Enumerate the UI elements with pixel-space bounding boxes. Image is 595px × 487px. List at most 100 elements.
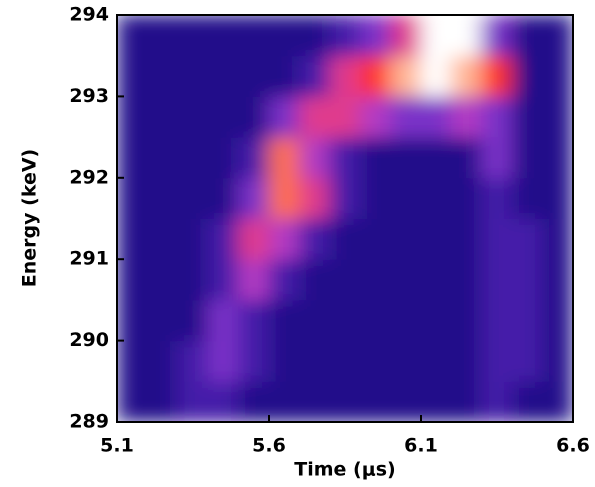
y-tick-label: 291 — [69, 248, 109, 270]
heatmap-cell — [298, 340, 331, 382]
heatmap-cell — [450, 95, 483, 138]
heatmap-cell — [542, 218, 573, 260]
y-tick-label: 289 — [69, 411, 109, 433]
heatmap-cell — [238, 15, 270, 57]
heatmap-cell — [329, 55, 361, 97]
heatmap-cell — [511, 340, 544, 382]
heatmap-cell — [390, 177, 422, 219]
axes: 5.1 5.6 6.1 6.6 289 290 291 292 293 294 — [69, 4, 590, 457]
y-tick-label: 290 — [69, 329, 109, 351]
heatmap-cell — [117, 218, 148, 260]
heatmap-cell — [359, 136, 392, 179]
heatmap-cell — [268, 136, 300, 179]
heatmap-cell — [238, 136, 270, 179]
heatmap-cell — [542, 380, 573, 422]
x-tick-label: 6.6 — [556, 435, 590, 457]
heatmap-cell — [117, 258, 148, 301]
heatmap-cell — [481, 380, 513, 422]
heatmap-cell — [298, 95, 331, 138]
heatmap-cell — [268, 177, 300, 219]
plot-frame — [116, 14, 574, 423]
heatmap-cell — [298, 177, 331, 219]
heatmap-cell — [390, 258, 422, 301]
heatmap-cell — [511, 299, 544, 342]
heatmap-cell — [542, 95, 573, 138]
heatmap-cell — [542, 15, 573, 57]
heatmap-cell — [238, 95, 270, 138]
heatmap-cell — [390, 15, 422, 57]
heatmap-cell — [298, 15, 331, 57]
y-tick-label: 294 — [69, 4, 109, 26]
heatmap-cell — [268, 218, 300, 260]
heatmap-cell — [117, 299, 148, 342]
heatmap-cell — [450, 258, 483, 301]
heatmap-cell — [359, 218, 392, 260]
heatmap-cell — [177, 218, 209, 260]
heatmap-cell — [390, 95, 422, 138]
heatmap — [117, 15, 573, 422]
heatmap-cell — [329, 258, 361, 301]
heatmap-cell — [238, 380, 270, 422]
heatmap-cell — [117, 340, 148, 382]
heatmap-cell — [390, 55, 422, 97]
heatmap-cell — [146, 258, 179, 301]
y-tick-label: 292 — [69, 166, 109, 188]
heatmap-cell — [238, 55, 270, 97]
heatmap-cell — [450, 299, 483, 342]
heatmap-cell — [420, 340, 452, 382]
heatmap-cell — [542, 299, 573, 342]
heatmap-cell — [177, 15, 209, 57]
heatmap-cell — [481, 95, 513, 138]
heatmap-cell — [177, 55, 209, 97]
heatmap-cell — [481, 340, 513, 382]
x-axis-title: Time (μs) — [294, 459, 395, 481]
heatmap-cell — [359, 55, 392, 97]
heatmap-cell — [207, 340, 240, 382]
heatmap-cell — [238, 218, 270, 260]
heatmap-cell — [207, 380, 240, 422]
heatmap-cell — [146, 15, 179, 57]
heatmap-cell — [177, 136, 209, 179]
heatmap-cell — [207, 95, 240, 138]
heatmap-cell — [511, 380, 544, 422]
heatmap-cell — [268, 95, 300, 138]
heatmap-cell — [177, 380, 209, 422]
y-axis-title: Energy (keV) — [19, 149, 41, 287]
x-tick-label: 5.6 — [252, 435, 286, 457]
heatmap-cell — [207, 177, 240, 219]
heatmap-cell — [298, 299, 331, 342]
heatmap-cell — [268, 299, 300, 342]
heatmap-cell — [481, 299, 513, 342]
heatmap-cell — [329, 380, 361, 422]
heatmap-cell — [329, 15, 361, 57]
heatmap-cell — [511, 136, 544, 179]
heatmap-cell — [359, 340, 392, 382]
heatmap-cell — [329, 136, 361, 179]
heatmap-cell — [390, 299, 422, 342]
heatmap-cell — [207, 258, 240, 301]
heatmap-cell — [146, 340, 179, 382]
heatmap-cell — [117, 95, 148, 138]
heatmap-cell — [511, 55, 544, 97]
heatmap-cell — [359, 95, 392, 138]
heatmap-cell — [146, 136, 179, 179]
heatmap-cell — [177, 299, 209, 342]
heatmap-cell — [177, 258, 209, 301]
heatmap-cell — [542, 55, 573, 97]
heatmap-cell — [146, 95, 179, 138]
heatmap-cell — [146, 299, 179, 342]
heatmap-cell — [420, 299, 452, 342]
heatmap-cell — [207, 55, 240, 97]
heatmap-cell — [390, 340, 422, 382]
heatmap-cell — [238, 258, 270, 301]
heatmap-cell — [359, 15, 392, 57]
heatmap-cell — [298, 55, 331, 97]
heatmap-cell — [359, 177, 392, 219]
heatmap-cell — [420, 218, 452, 260]
heatmap-cell — [238, 340, 270, 382]
heatmap-cell — [146, 380, 179, 422]
heatmap-cell — [390, 380, 422, 422]
heatmap-cell — [450, 15, 483, 57]
heatmap-cell — [146, 218, 179, 260]
heatmap-cell — [481, 258, 513, 301]
